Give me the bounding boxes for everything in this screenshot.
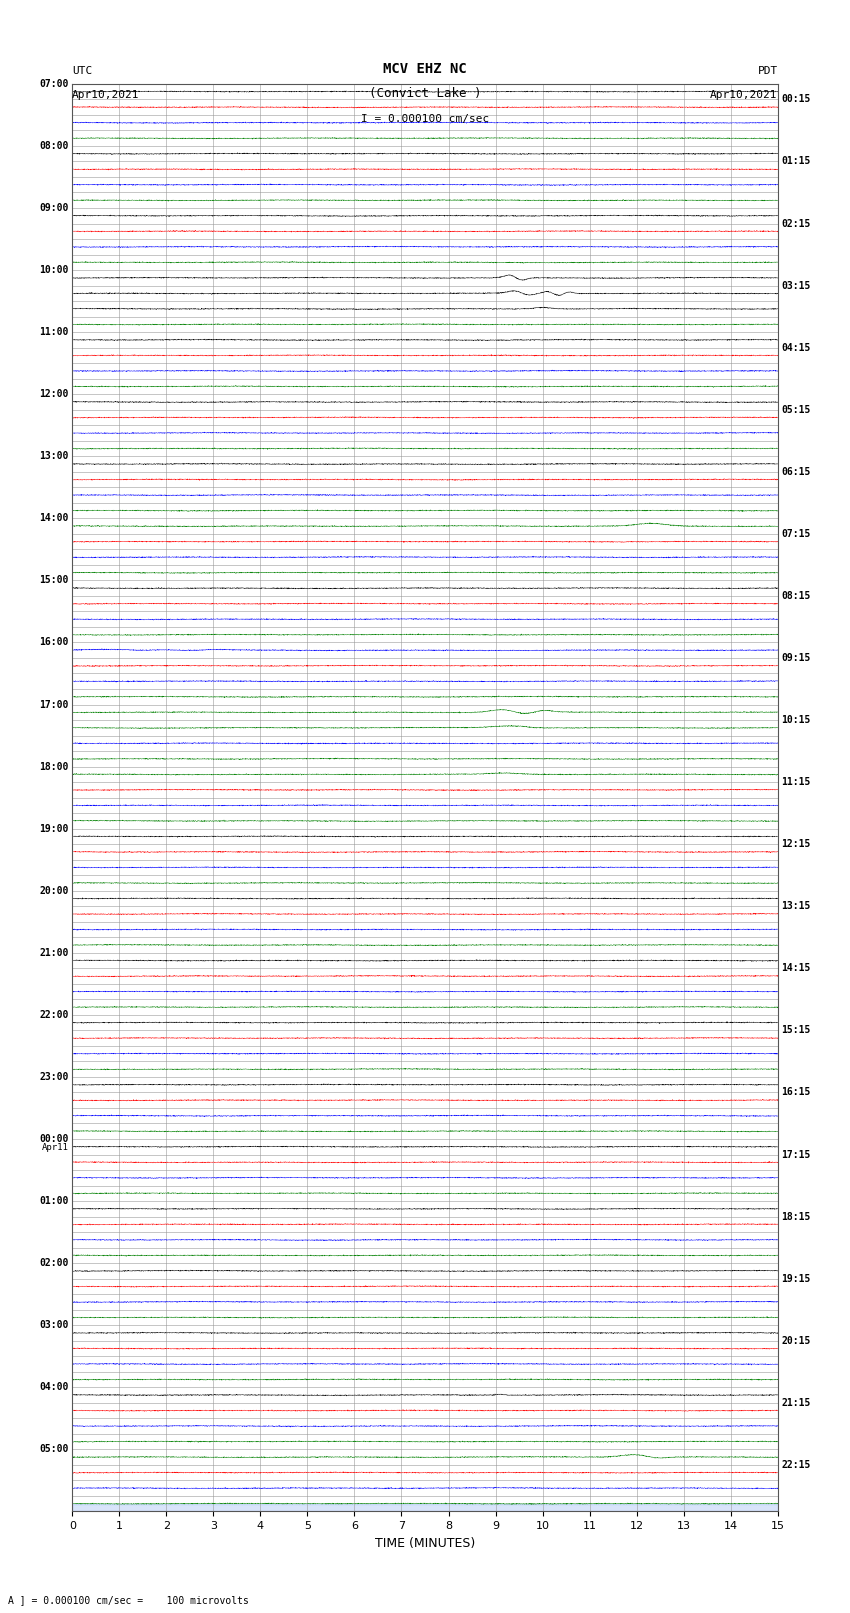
Text: MCV EHZ NC: MCV EHZ NC <box>383 61 467 76</box>
Text: 09:15: 09:15 <box>781 653 811 663</box>
Text: 21:00: 21:00 <box>39 948 69 958</box>
Text: 16:15: 16:15 <box>781 1087 811 1097</box>
Text: 13:15: 13:15 <box>781 902 811 911</box>
Text: (Convict Lake ): (Convict Lake ) <box>369 87 481 100</box>
Text: 00:15: 00:15 <box>781 95 811 105</box>
Text: 11:00: 11:00 <box>39 327 69 337</box>
Text: UTC: UTC <box>72 66 93 76</box>
Text: 05:15: 05:15 <box>781 405 811 415</box>
Text: 10:00: 10:00 <box>39 265 69 276</box>
Text: 06:15: 06:15 <box>781 466 811 477</box>
Text: 03:00: 03:00 <box>39 1319 69 1331</box>
Text: 02:15: 02:15 <box>781 218 811 229</box>
Text: 09:00: 09:00 <box>39 203 69 213</box>
Text: 18:15: 18:15 <box>781 1211 811 1221</box>
Text: I = 0.000100 cm/sec: I = 0.000100 cm/sec <box>361 115 489 124</box>
Text: 19:00: 19:00 <box>39 824 69 834</box>
Text: 13:00: 13:00 <box>39 452 69 461</box>
Text: 23:00: 23:00 <box>39 1073 69 1082</box>
Bar <box>72 1503 778 1511</box>
Text: A ] = 0.000100 cm/sec =    100 microvolts: A ] = 0.000100 cm/sec = 100 microvolts <box>8 1595 249 1605</box>
Text: 05:00: 05:00 <box>39 1444 69 1455</box>
Text: 04:00: 04:00 <box>39 1382 69 1392</box>
Text: 18:00: 18:00 <box>39 761 69 771</box>
Text: 14:00: 14:00 <box>39 513 69 523</box>
Text: 17:15: 17:15 <box>781 1150 811 1160</box>
Text: 15:15: 15:15 <box>781 1026 811 1036</box>
Text: 21:15: 21:15 <box>781 1398 811 1408</box>
Text: 16:00: 16:00 <box>39 637 69 647</box>
Text: 10:15: 10:15 <box>781 715 811 726</box>
Text: 17:00: 17:00 <box>39 700 69 710</box>
Text: Apr10,2021: Apr10,2021 <box>72 90 139 100</box>
Text: Apr10,2021: Apr10,2021 <box>711 90 778 100</box>
Text: Apr11: Apr11 <box>42 1144 69 1152</box>
Text: 15:00: 15:00 <box>39 576 69 586</box>
Text: 02:00: 02:00 <box>39 1258 69 1268</box>
Text: 22:00: 22:00 <box>39 1010 69 1019</box>
Text: 22:15: 22:15 <box>781 1460 811 1469</box>
Text: PDT: PDT <box>757 66 778 76</box>
Text: 19:15: 19:15 <box>781 1274 811 1284</box>
Text: 20:00: 20:00 <box>39 886 69 895</box>
Text: 03:15: 03:15 <box>781 281 811 290</box>
Text: 07:15: 07:15 <box>781 529 811 539</box>
Text: 08:15: 08:15 <box>781 590 811 602</box>
Text: 04:15: 04:15 <box>781 342 811 353</box>
Text: 01:00: 01:00 <box>39 1197 69 1207</box>
Text: 07:00: 07:00 <box>39 79 69 89</box>
Text: 12:00: 12:00 <box>39 389 69 398</box>
Text: 01:15: 01:15 <box>781 156 811 166</box>
Text: 20:15: 20:15 <box>781 1336 811 1345</box>
Text: 12:15: 12:15 <box>781 839 811 848</box>
Text: 00:00: 00:00 <box>39 1134 69 1144</box>
Text: 11:15: 11:15 <box>781 777 811 787</box>
X-axis label: TIME (MINUTES): TIME (MINUTES) <box>375 1537 475 1550</box>
Text: 08:00: 08:00 <box>39 140 69 152</box>
Text: 14:15: 14:15 <box>781 963 811 973</box>
